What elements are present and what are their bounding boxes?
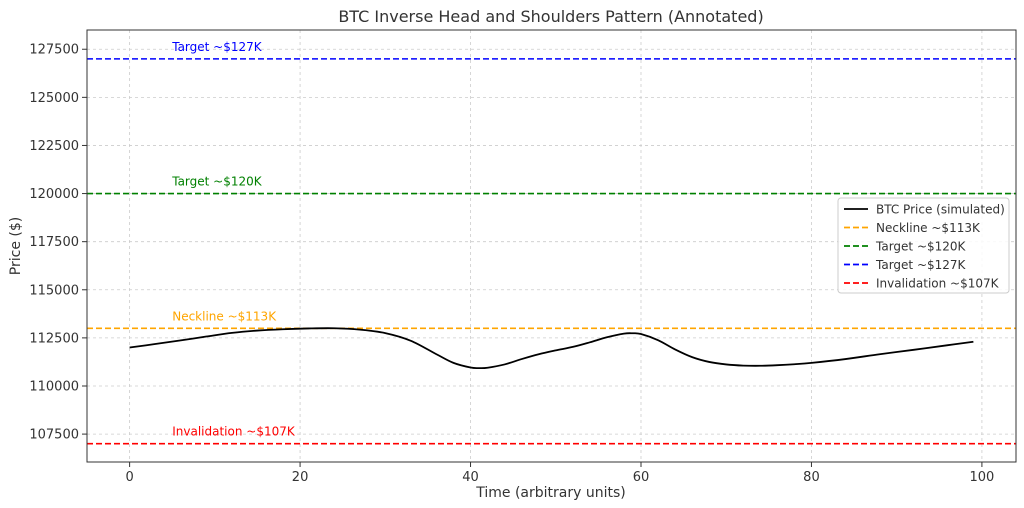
legend-entry-label: Target ~$120K [875, 240, 967, 254]
series [129, 327, 974, 370]
x-tick-label: 80 [803, 470, 820, 485]
y-tick-label: 107500 [29, 428, 79, 443]
legend-entry-label: Target ~$127K [875, 258, 967, 272]
x-tick-label: 0 [125, 470, 133, 485]
legend-entry-label: Invalidation ~$107K [876, 277, 1000, 291]
x-tick-label: 100 [969, 470, 994, 485]
annotations: Neckline ~$113K Target ~$120K Target ~$127… [171, 40, 296, 439]
reference-lines [87, 58, 1016, 445]
reference-line-annotation: Target ~$120K [171, 175, 263, 189]
y-tick-label: 115000 [29, 283, 79, 298]
y-axis-label: Price ($) [8, 217, 24, 275]
series-line [129, 327, 974, 370]
legend: BTC Price (simulated) Neckline ~$113K Targ… [837, 197, 1010, 294]
legend-entry-label: BTC Price (simulated) [876, 203, 1005, 217]
x-tick-label: 40 [462, 470, 479, 485]
reference-line-annotation: Neckline ~$113K [172, 309, 277, 323]
reference-line-annotation: Target ~$127K [171, 40, 263, 54]
reference-line-annotation: Invalidation ~$107K [172, 425, 296, 439]
y-tick-label: 112500 [29, 331, 79, 346]
plot-frame [86, 29, 1017, 463]
x-tick-label: 20 [292, 470, 309, 485]
legend-items: BTC Price (simulated) Neckline ~$113K Targ… [844, 203, 1005, 291]
x-axis-label: Time (arbitrary units) [475, 485, 625, 501]
y-tick-label: 127500 [29, 43, 79, 58]
x-axis-ticks: 0 20 40 60 80 100 [125, 462, 994, 485]
y-tick-label: 122500 [29, 139, 79, 154]
legend-entry-label: Neckline ~$113K [876, 221, 981, 235]
y-tick-label: 125000 [29, 91, 79, 106]
y-axis-ticks: 107500 110000 112500 115000 117500 120000 1225… [29, 43, 87, 443]
legend-box [837, 197, 1010, 294]
y-tick-label: 120000 [29, 187, 79, 202]
y-tick-label: 117500 [29, 235, 79, 250]
x-tick-label: 60 [633, 470, 650, 485]
chart-title: BTC Inverse Head and Shoulders Pattern (… [338, 7, 763, 26]
y-tick-label: 110000 [29, 379, 79, 394]
